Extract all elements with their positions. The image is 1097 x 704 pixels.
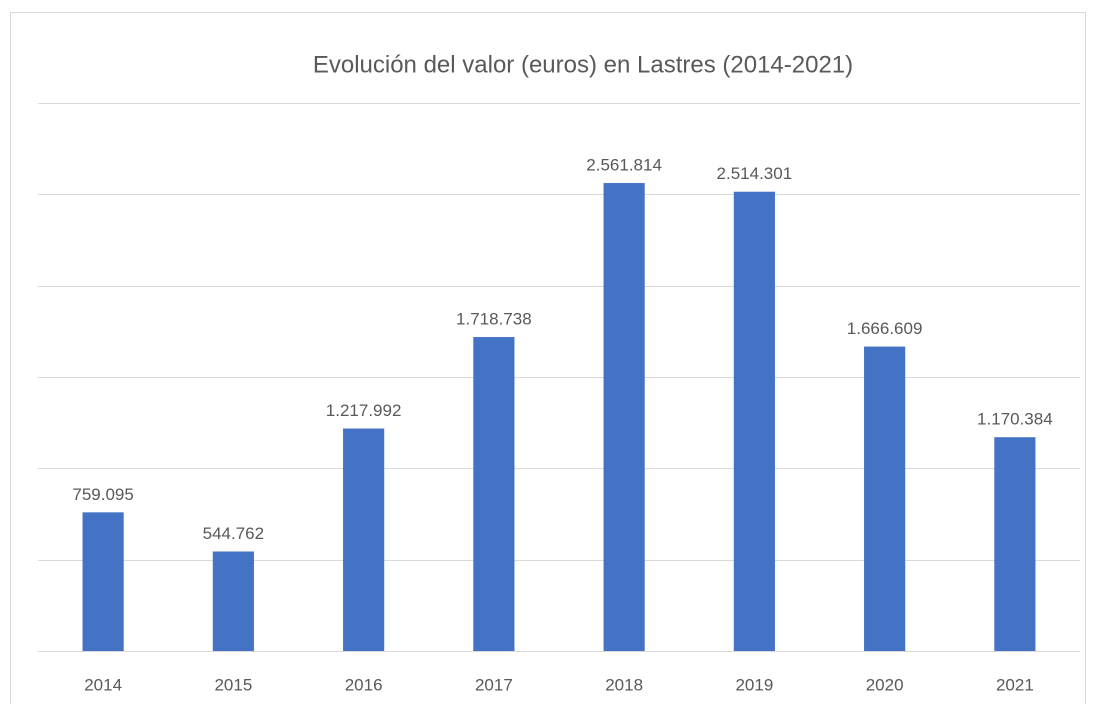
bar [864, 346, 906, 651]
data-label: 1.170.384 [977, 410, 1053, 429]
chart-title: Evolución del valor (euros) en Lastres (… [313, 51, 853, 78]
data-label: 1.217.992 [326, 401, 402, 420]
data-label: 544.762 [203, 524, 264, 543]
x-tick-label: 2014 [84, 675, 122, 694]
data-label: 1.666.609 [847, 319, 923, 338]
x-tick-label: 2020 [866, 675, 904, 694]
data-label: 2.514.301 [717, 164, 793, 183]
bar [82, 512, 124, 651]
data-label: 759.095 [72, 485, 133, 504]
bar [994, 437, 1036, 651]
x-tick-label: 2015 [214, 675, 252, 694]
bar [343, 428, 385, 651]
bar [733, 191, 775, 652]
data-label: 2.561.814 [586, 156, 662, 175]
bar [603, 183, 645, 651]
x-tick-label: 2019 [735, 675, 773, 694]
x-tick-label: 2016 [345, 675, 383, 694]
chart-frame [10, 12, 1086, 704]
x-tick-label: 2018 [605, 675, 643, 694]
bar [473, 337, 515, 651]
data-label: 1.718.738 [456, 310, 532, 329]
x-tick-label: 2017 [475, 675, 513, 694]
bar [212, 551, 254, 651]
x-tick-label: 2021 [996, 675, 1034, 694]
